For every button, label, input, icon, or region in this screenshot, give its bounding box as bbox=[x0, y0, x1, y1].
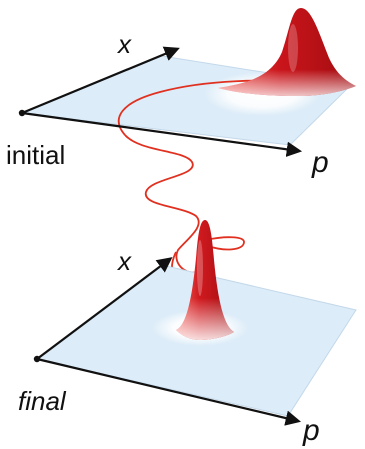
final-caption: final bbox=[18, 386, 67, 416]
final-x-label: x bbox=[116, 246, 132, 276]
final-p-axis bbox=[36, 357, 301, 426]
trajectory-spiral bbox=[124, 134, 201, 274]
final-p-label: p bbox=[302, 414, 320, 447]
initial-p-axis bbox=[21, 111, 303, 157]
final-origin-dot bbox=[33, 355, 41, 363]
final-phase-plane-group: x p final bbox=[18, 220, 357, 447]
initial-origin-dot bbox=[18, 109, 26, 117]
initial-peak-highlight bbox=[288, 24, 298, 72]
initial-peak-base-fade bbox=[218, 8, 356, 96]
initial-x-label: x bbox=[116, 29, 132, 59]
final-peak-highlight bbox=[197, 240, 203, 296]
initial-x-axis bbox=[21, 46, 180, 115]
trajectory-loop bbox=[205, 236, 245, 251]
final-x-axis bbox=[36, 257, 173, 360]
initial-caption: initial bbox=[6, 140, 65, 170]
initial-p-label: p bbox=[311, 146, 329, 179]
initial-phase-plane-group: x p initial bbox=[6, 8, 356, 179]
final-peak-base-fade bbox=[176, 220, 234, 340]
